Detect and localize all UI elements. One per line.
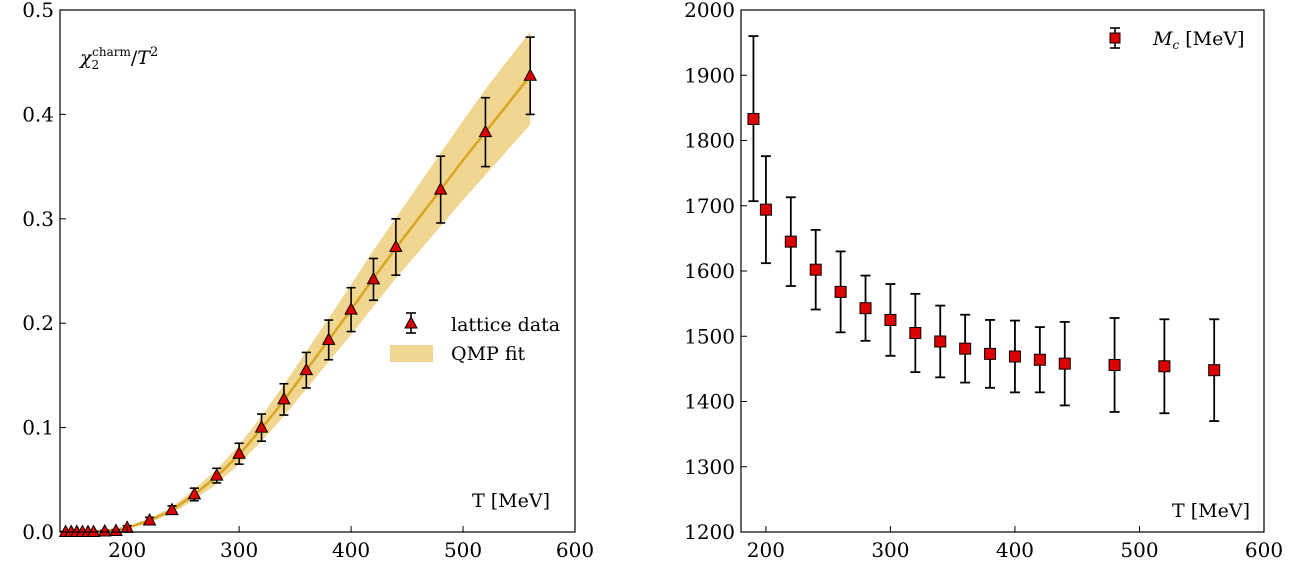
mc-point: [934, 335, 947, 348]
mc-points-layer: [747, 112, 1221, 377]
mc-point: [909, 326, 922, 339]
qmp-fit-line: [60, 75, 532, 534]
legend-lattice-marker: [404, 312, 418, 334]
mc-point: [834, 285, 847, 298]
lattice-point: [109, 523, 123, 536]
left-panel: 200 300 400 500 600 0.0 0.1 0.2 0.3 0.4 0.5 χ2char…: [22, 0, 594, 562]
lattice-point: [321, 332, 336, 345]
left-0-ytick-label: 0.2: [22, 311, 54, 335]
left-annotation: χ2charm/T2: [78, 45, 158, 72]
mc-point: [859, 302, 872, 315]
left-plot-frame: [59, 9, 576, 533]
left-0-ytick-label: 0.4: [22, 102, 54, 126]
legend-qmp-swatch: [390, 345, 433, 362]
lattice-point: [86, 524, 101, 537]
legend-mc-label: Mc [MeV]: [1152, 28, 1245, 52]
left-xlabel: T [MeV]: [472, 490, 550, 512]
left-0-ytick-label: 0.1: [22, 416, 54, 440]
left-0-xtick-label: 300: [220, 538, 258, 562]
right-1-ytick-label: 2000: [684, 0, 735, 22]
right-xlabel: T [MeV]: [1172, 500, 1250, 522]
right-1-ytick-label: 1400: [684, 390, 735, 414]
lattice-point: [366, 271, 381, 285]
lattice-point: [209, 468, 224, 481]
right-1-ytick-label: 1300: [684, 455, 735, 479]
lattice-point: [187, 486, 202, 500]
mc-point: [1158, 360, 1171, 373]
lattice-point: [254, 420, 269, 433]
right-axes: 200 300 400 500 600 1200 1300 1400 1500 1600 1700 1…: [684, 0, 1283, 562]
lattice-point: [142, 512, 157, 526]
right-1-ytick-label: 1900: [684, 63, 735, 87]
left-0-xtick-label: 200: [108, 538, 146, 562]
left-axes: 200 300 400 500 600 0.0 0.1 0.2 0.3 0.4 0.5: [22, 0, 594, 562]
left-0-xtick-label: 500: [444, 538, 482, 562]
lattice-point: [232, 446, 246, 459]
left-0-ytick-label: 0.0: [22, 520, 54, 544]
right-1-xtick-label: 300: [871, 538, 909, 562]
lattice-point: [277, 391, 291, 405]
left-0-ytick-label: 0.3: [22, 207, 54, 231]
legend-qmp-label: QMP fit: [451, 343, 526, 365]
lattice-point: [165, 502, 179, 516]
mc-errorbars-layer: [748, 35, 1220, 422]
legend-lattice-label: lattice data: [451, 314, 560, 336]
mc-point: [984, 347, 997, 360]
mc-point: [759, 203, 772, 216]
right-1-xtick-label: 400: [996, 538, 1034, 562]
mc-point: [1208, 364, 1221, 377]
right-1-ytick-label: 1600: [684, 259, 735, 283]
qmp-fit-line-layer: [60, 75, 532, 534]
mc-point: [1033, 353, 1046, 366]
lattice-point: [478, 124, 493, 138]
qmp-fit-band: [60, 31, 531, 533]
mc-point: [784, 235, 797, 248]
right-1-ytick-label: 1500: [684, 324, 735, 348]
right-1-xtick-label: 600: [1245, 538, 1283, 562]
right-1-ytick-label: 1200: [684, 520, 735, 544]
left-0-xtick-label: 600: [556, 538, 594, 562]
lattice-point: [389, 239, 403, 252]
left-0-xtick-label: 400: [332, 538, 370, 562]
right-legend: Mc [MeV]: [1109, 27, 1245, 52]
lattice-point: [299, 362, 314, 376]
lattice-point: [97, 523, 112, 537]
right-1-ytick-label: 1700: [684, 194, 735, 218]
right-1-ytick-label: 1800: [684, 129, 735, 153]
right-1-xtick-label: 500: [1120, 538, 1158, 562]
lattice-point: [523, 68, 538, 81]
mc-point: [959, 342, 972, 355]
right-1-xtick-label: 200: [747, 538, 785, 562]
lattice-errorbars-layer: [61, 36, 535, 534]
mc-point: [1108, 358, 1121, 371]
mc-point: [1008, 350, 1021, 363]
mc-point: [1058, 357, 1071, 370]
mc-point: [747, 112, 760, 125]
left-0-ytick-label: 0.5: [22, 0, 54, 22]
legend-mc-marker: [1109, 27, 1121, 49]
lattice-point: [433, 182, 448, 195]
lattice-points-layer: [58, 68, 538, 537]
mc-point: [884, 313, 897, 326]
mc-point: [809, 263, 822, 276]
qmp-fit-band-layer: [60, 31, 531, 533]
lattice-point: [344, 302, 358, 315]
right-panel: 200 300 400 500 600 1200 1300 1400 1500 1600 1700 1…: [684, 0, 1283, 562]
left-legend: lattice data QMP fit: [390, 312, 560, 365]
